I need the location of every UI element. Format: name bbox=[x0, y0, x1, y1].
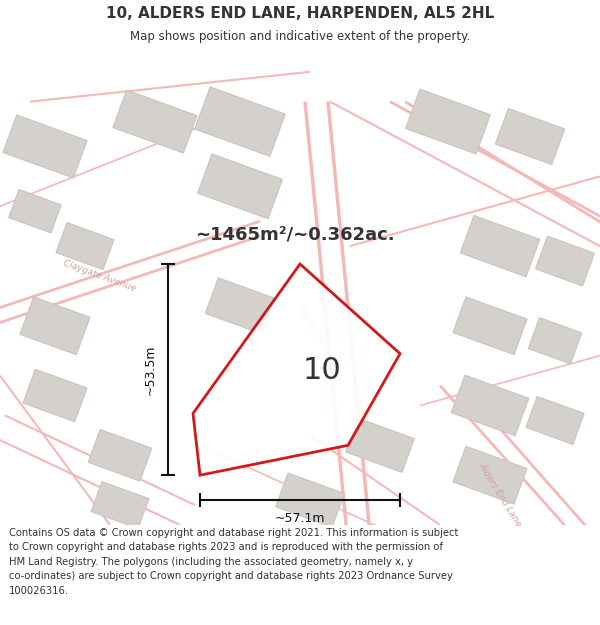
Polygon shape bbox=[275, 473, 344, 527]
Text: Map shows position and indicative extent of the property.: Map shows position and indicative extent… bbox=[130, 30, 470, 43]
Polygon shape bbox=[20, 297, 90, 355]
Polygon shape bbox=[406, 89, 490, 154]
Polygon shape bbox=[23, 369, 87, 422]
Polygon shape bbox=[195, 87, 285, 156]
Polygon shape bbox=[526, 396, 584, 444]
Polygon shape bbox=[460, 216, 540, 277]
Text: ~57.1m: ~57.1m bbox=[275, 511, 325, 524]
Text: Alders End Lane: Alders End Lane bbox=[295, 302, 341, 369]
Text: 10, ALDERS END LANE, HARPENDEN, AL5 2HL: 10, ALDERS END LANE, HARPENDEN, AL5 2HL bbox=[106, 6, 494, 21]
Polygon shape bbox=[193, 264, 400, 475]
Polygon shape bbox=[91, 482, 149, 529]
Polygon shape bbox=[205, 278, 275, 334]
Text: Alders End Lane: Alders End Lane bbox=[477, 462, 523, 529]
Polygon shape bbox=[3, 115, 87, 178]
Polygon shape bbox=[197, 154, 283, 219]
Text: Claygate Avenue: Claygate Avenue bbox=[62, 259, 137, 293]
Polygon shape bbox=[451, 375, 529, 436]
Polygon shape bbox=[528, 318, 582, 364]
Polygon shape bbox=[9, 189, 61, 233]
Polygon shape bbox=[113, 90, 197, 153]
Polygon shape bbox=[536, 236, 595, 286]
Polygon shape bbox=[88, 429, 152, 481]
Text: ~1465m²/~0.362ac.: ~1465m²/~0.362ac. bbox=[195, 225, 395, 243]
Polygon shape bbox=[496, 109, 565, 164]
Polygon shape bbox=[346, 418, 415, 472]
Polygon shape bbox=[453, 446, 527, 504]
Text: Contains OS data © Crown copyright and database right 2021. This information is : Contains OS data © Crown copyright and d… bbox=[9, 528, 458, 596]
Polygon shape bbox=[453, 297, 527, 354]
Text: 10: 10 bbox=[302, 356, 341, 385]
Polygon shape bbox=[56, 222, 114, 269]
Text: ~53.5m: ~53.5m bbox=[143, 344, 157, 395]
